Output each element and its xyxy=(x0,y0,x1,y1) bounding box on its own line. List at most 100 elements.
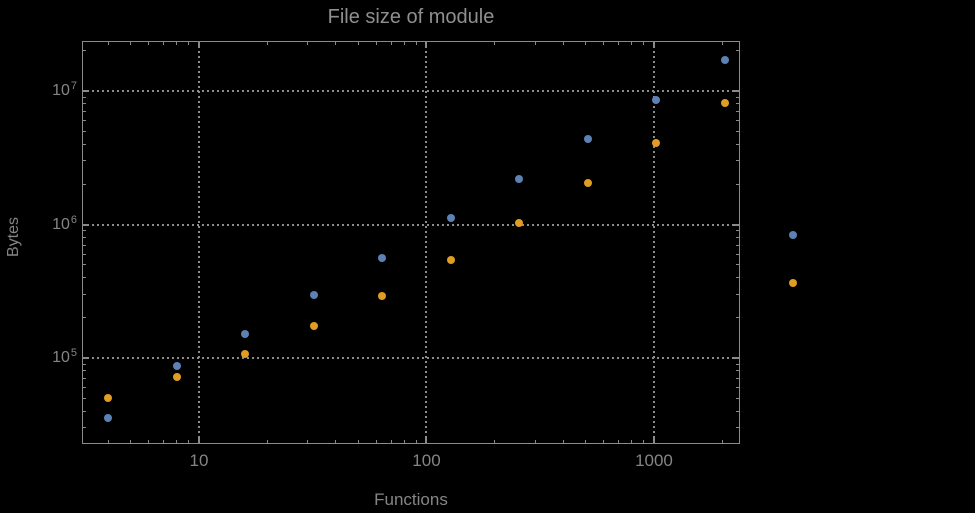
y-tick-right xyxy=(736,264,739,266)
y-tick-left xyxy=(83,120,86,122)
x-tick-top xyxy=(618,42,620,45)
x-tick-bottom xyxy=(390,440,392,443)
x-tick-top xyxy=(585,42,586,45)
y-tick-right xyxy=(734,223,739,226)
x-tick-bottom xyxy=(403,440,405,443)
x-tick-top xyxy=(307,42,309,45)
y-tick-left xyxy=(83,236,86,238)
y-tick-exponent: 6 xyxy=(70,213,77,226)
x-tick-top xyxy=(643,42,645,45)
x-tick-bottom xyxy=(176,440,178,443)
y-tick-right xyxy=(736,130,739,132)
y-tick-left xyxy=(83,264,86,266)
x-tick-top xyxy=(375,42,377,45)
x-tick-bottom xyxy=(643,440,645,443)
y-tick-right xyxy=(736,370,739,372)
y-tick-right xyxy=(736,317,739,319)
x-tick-bottom xyxy=(375,440,377,443)
grid-line-x-100 xyxy=(425,41,428,444)
y-tick-left xyxy=(83,378,86,380)
x-tick-bottom xyxy=(197,438,200,443)
x-tick-top xyxy=(631,42,633,45)
x-tick-top xyxy=(188,42,190,45)
plot-frame xyxy=(82,41,740,444)
x-tick-bottom xyxy=(652,438,655,443)
y-tick-right xyxy=(736,103,739,105)
chart-title: File size of module xyxy=(327,6,495,28)
x-tick-top xyxy=(415,42,417,45)
x-tick-top xyxy=(562,42,564,45)
x-tick-top xyxy=(425,42,428,47)
x-tick-bottom xyxy=(357,440,359,443)
data-point-orange-series xyxy=(652,139,661,147)
x-tick-bottom xyxy=(335,440,337,443)
y-tick-left xyxy=(83,90,88,93)
y-tick-right xyxy=(736,230,739,232)
x-tick-top xyxy=(357,42,359,45)
data-point-orange-series xyxy=(720,99,729,108)
y-tick-left xyxy=(83,427,86,429)
x-tick-bottom xyxy=(266,440,268,443)
y-tick-right xyxy=(736,410,739,412)
data-point-blue-series xyxy=(378,254,387,263)
x-tick-top xyxy=(403,42,405,45)
x-tick-bottom xyxy=(148,440,150,443)
data-point-orange-series xyxy=(378,292,387,301)
x-tick-top xyxy=(148,42,150,45)
x-tick-bottom xyxy=(534,440,536,443)
y-tick-right xyxy=(736,277,739,279)
y-tick-right xyxy=(736,183,739,185)
y-tick-right xyxy=(734,90,739,93)
y-tick-right xyxy=(736,427,739,429)
y-tick-right xyxy=(736,143,739,145)
y-tick-right xyxy=(736,160,739,162)
data-point-blue-series xyxy=(241,330,250,339)
x-tick-top xyxy=(390,42,392,45)
data-point-orange-series xyxy=(309,321,318,330)
x-tick-label-1000: 1000 xyxy=(635,451,673,470)
y-tick-left xyxy=(83,357,88,360)
y-tick-left xyxy=(83,143,86,145)
y-tick-label-10e5: 105 xyxy=(20,347,77,367)
y-tick-left xyxy=(83,111,86,113)
y-tick-right xyxy=(736,244,739,246)
y-tick-right xyxy=(736,96,739,98)
y-tick-left xyxy=(83,317,86,319)
y-tick-left xyxy=(83,387,86,389)
grid-line-x-10 xyxy=(197,41,200,444)
x-tick-top xyxy=(721,42,723,45)
x-tick-top xyxy=(335,42,337,45)
y-tick-right xyxy=(736,397,739,399)
x-tick-bottom xyxy=(425,438,428,443)
data-point-blue-series xyxy=(720,55,729,64)
data-point-blue-series xyxy=(652,96,661,105)
x-tick-top xyxy=(534,42,536,45)
y-tick-mantissa: 10 xyxy=(52,349,70,367)
y-tick-left xyxy=(83,363,86,365)
y-tick-left xyxy=(83,410,86,412)
data-point-orange-series xyxy=(104,394,113,403)
grid-line-y-10e7 xyxy=(82,90,740,93)
x-tick-label-10: 10 xyxy=(189,451,209,470)
y-tick-right xyxy=(736,50,739,52)
x-tick-bottom xyxy=(130,440,131,443)
data-point-blue-series xyxy=(515,175,524,184)
data-point-orange-series xyxy=(172,373,181,382)
y-tick-right xyxy=(736,253,739,255)
y-tick-left xyxy=(83,130,86,132)
x-axis-title: Functions xyxy=(374,490,448,509)
x-tick-top xyxy=(652,42,655,47)
x-tick-bottom xyxy=(603,440,605,443)
y-tick-left xyxy=(83,50,86,52)
y-tick-label-10e6: 106 xyxy=(20,213,77,234)
x-tick-top xyxy=(603,42,605,45)
data-point-orange-series xyxy=(583,178,592,187)
y-tick-right xyxy=(736,236,739,238)
data-point-orange-series xyxy=(789,279,798,288)
y-tick-right xyxy=(736,120,739,122)
data-point-blue-series xyxy=(446,213,455,222)
